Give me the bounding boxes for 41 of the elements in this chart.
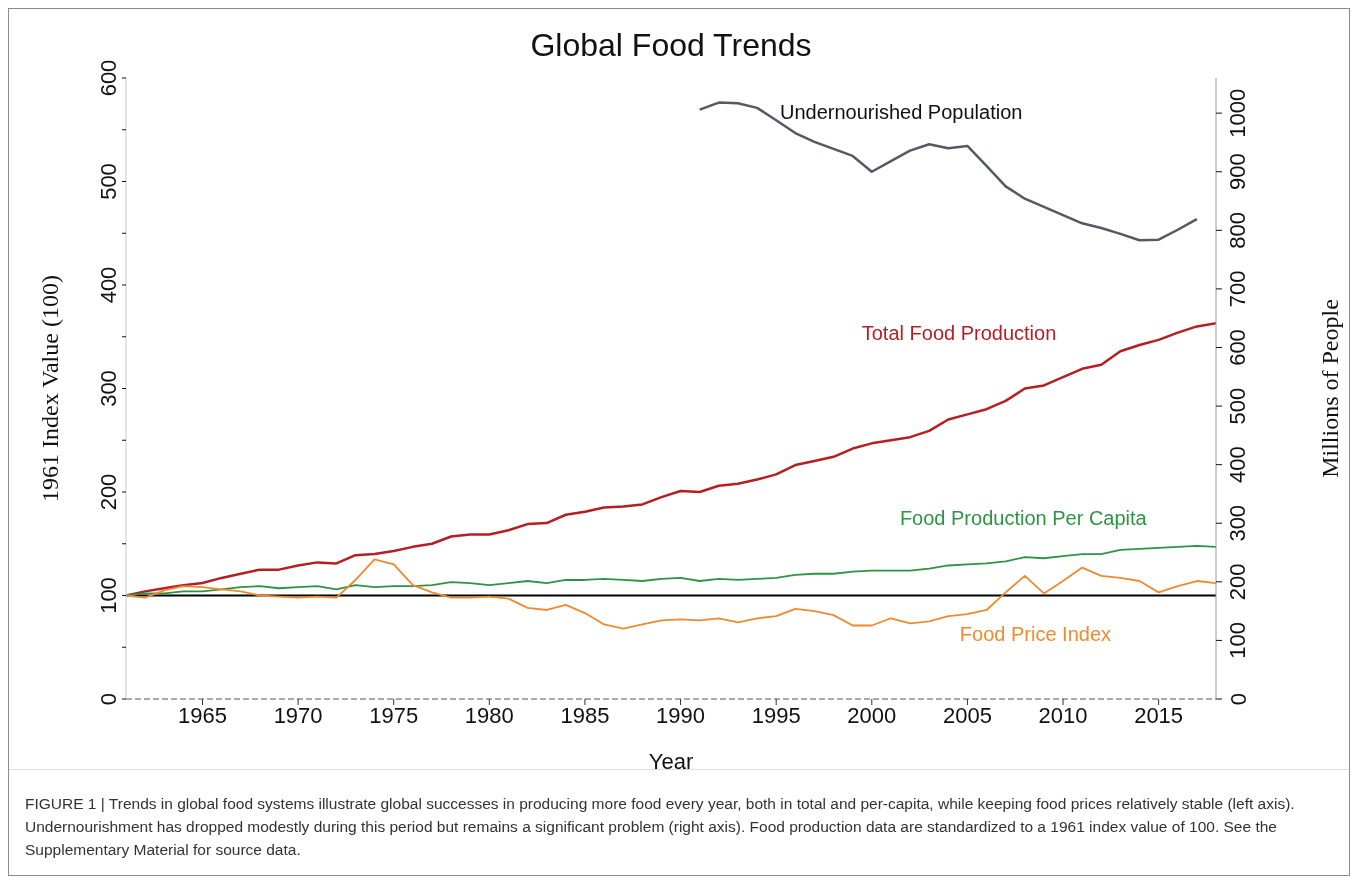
chart-title: Global Food Trends [529, 27, 813, 64]
x-tick-label: 1995 [751, 702, 801, 728]
series-label: Food Production Per Capita [899, 506, 1147, 532]
y2-tick-label: 300 [1225, 504, 1251, 542]
x-tick-label: 1975 [369, 702, 419, 728]
y2-tick-label: 500 [1225, 387, 1251, 425]
y-tick-label: 300 [95, 370, 121, 407]
y-tick-label: 400 [95, 266, 121, 304]
caption: FIGURE 1 | Trends in global food systems illustrate global successes in producing more food every year, both in total and per-capita, while keeping food prices relatively stable (left axis). Undernourishment has dropped modestly during this period but remains a significant problem (right axis). Food production data are standardized to a 1961 index value of 100. See the Supplementary Material for source data. [25, 794, 1296, 860]
y2-tick-label: 400 [1225, 446, 1251, 484]
x-tick-label: 2005 [942, 702, 992, 728]
y-tick-label: 0 [95, 692, 121, 706]
x-tick-label: 2015 [1134, 702, 1184, 728]
y2-tick-label: 600 [1225, 329, 1251, 366]
x-tick-label: 1980 [464, 702, 514, 728]
y-axis-title: 1961 Index Value (100) [36, 275, 63, 502]
x-tick-label: 1965 [178, 702, 227, 728]
x-axis-title: Year [648, 749, 694, 774]
y-tick-label: 200 [95, 473, 121, 511]
x-tick-label: 1990 [656, 702, 706, 728]
x-tick-label: 1985 [560, 702, 610, 728]
y2-tick-label: 200 [1225, 563, 1251, 601]
x-tick-label: 1970 [273, 702, 323, 728]
series-label: Food Price Index [959, 622, 1112, 648]
line-series [126, 322, 1216, 597]
y2-tick-label: 100 [1225, 622, 1251, 659]
y-tick-label: 600 [95, 59, 121, 97]
series-label: Total Food Production [861, 320, 1057, 346]
x-tick-label: 2010 [1038, 702, 1088, 728]
y2-tick-label: 800 [1225, 211, 1251, 249]
y2-tick-label: 0 [1225, 692, 1251, 706]
y2-tick-label: 1000 [1225, 88, 1251, 138]
line-series [698, 101, 1199, 242]
x-tick-label: 2000 [847, 702, 897, 728]
y-tick-label: 100 [95, 577, 121, 614]
y2-axis-title: Millions of People [1316, 299, 1343, 478]
y-tick-label: 500 [95, 163, 121, 200]
line-series [126, 544, 1216, 597]
series-label: Undernourished Population [780, 100, 1023, 126]
y2-tick-label: 700 [1225, 270, 1251, 308]
y2-tick-label: 900 [1225, 153, 1251, 191]
